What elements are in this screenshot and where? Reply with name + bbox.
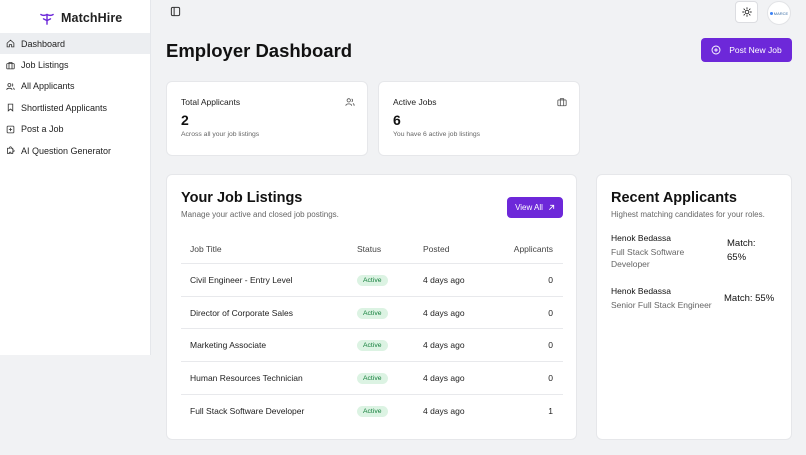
sidebar-item-label: AI Question Generator (21, 145, 112, 156)
stat-subtext: You have 6 active job listings (393, 131, 481, 138)
recent-applicants-card: Recent Applicants Highest matching candi… (596, 174, 792, 440)
briefcase-icon (6, 61, 15, 69)
applicant-item[interactable]: Henok Bedassa Full Stack Software Develo… (611, 233, 781, 270)
applicant-match: Match: 65% (727, 237, 756, 265)
posted-date: 4 days ago (423, 406, 465, 417)
table-row[interactable]: Civil Engineer - Entry Level Active 4 da… (181, 264, 563, 297)
puzzle-icon (7, 146, 15, 155)
posted-date: 4 days ago (423, 307, 465, 318)
job-listings-table: Job Title Status Posted Applicants Civil… (181, 234, 563, 427)
stat-label: Total Applicants (181, 97, 241, 107)
sidebar-item-label: Dashboard (21, 38, 66, 49)
post-new-job-label: Post New Job (729, 45, 782, 55)
sidebar-nav: Dashboard Job Listings All Applicants Sh… (0, 33, 150, 161)
status-badge: Active (357, 406, 388, 418)
applicant-name: Henok Bedassa (611, 233, 672, 243)
sidebar-item-label: Shortlisted Applicants (21, 102, 108, 113)
table-row[interactable]: Director of Corporate Sales Active 4 day… (181, 297, 563, 330)
stat-label: Active Jobs (393, 97, 437, 107)
brand-name: MatchHire (61, 10, 123, 25)
sidebar-item-label: Post a Job (21, 124, 64, 135)
job-title: Civil Engineer - Entry Level (190, 274, 293, 285)
applicant-count: 0 (548, 274, 553, 285)
view-all-button[interactable]: View All (507, 197, 563, 218)
stat-value: 2 (181, 112, 189, 128)
stat-value: 6 (393, 112, 401, 128)
job-listings-subtitle: Manage your active and closed job postin… (181, 210, 339, 219)
job-title: Human Resources Technician (190, 372, 303, 383)
column-header-applicants[interactable]: Applicants (513, 243, 553, 254)
job-title: Director of Corporate Sales (190, 307, 293, 318)
sidebar: MatchHire Dashboard Job Listings All App… (0, 0, 151, 355)
stat-subtext: Across all your job listings (181, 131, 260, 138)
avatar[interactable]: MARCE (767, 1, 791, 25)
brand-logo-icon (40, 13, 54, 25)
table-row[interactable]: Full Stack Software Developer Active 4 d… (181, 395, 563, 428)
applicant-item[interactable]: Henok Bedassa Senior Full Stack Engineer (611, 286, 781, 311)
sidebar-item-ai-question-generator[interactable]: AI Question Generator (0, 140, 150, 161)
sidebar-item-dashboard[interactable]: Dashboard (0, 33, 150, 55)
job-listings-card: Your Job Listings Manage your active and… (166, 174, 577, 440)
applicant-role: Full Stack Software Developer (611, 247, 685, 269)
job-title: Full Stack Software Developer (190, 406, 305, 417)
applicant-role: Senior Full Stack Engineer (611, 300, 712, 310)
job-listings-title: Your Job Listings (181, 190, 303, 206)
match-label: Match: (727, 238, 756, 249)
bookmark-icon (7, 104, 14, 113)
status-badge: Active (357, 307, 388, 319)
plus-circle-icon (711, 45, 721, 55)
applicant-count: 1 (548, 406, 553, 417)
sidebar-item-job-listings[interactable]: Job Listings (0, 54, 150, 75)
arrow-up-right-icon (548, 204, 555, 210)
status-badge: Active (357, 274, 388, 286)
view-all-label: View All (515, 203, 543, 212)
column-header-posted[interactable]: Posted (423, 243, 450, 254)
brand[interactable]: MatchHire (0, 0, 150, 28)
match-value: 65% (727, 252, 747, 263)
sun-icon (741, 7, 752, 17)
stat-card-active-jobs: Active Jobs 6 You have 6 active job list… (378, 81, 580, 156)
theme-toggle-button[interactable] (735, 1, 758, 23)
stat-card-total-applicants: Total Applicants 2 Across all your job l… (166, 81, 368, 156)
table-header: Job Title Status Posted Applicants (181, 234, 563, 264)
posted-date: 4 days ago (423, 372, 465, 383)
recent-applicants-subtitle: Highest matching candidates for your rol… (611, 210, 765, 219)
avatar-logo-dot (769, 11, 773, 15)
status-badge: Active (357, 340, 388, 352)
sidebar-item-shortlisted-applicants[interactable]: Shortlisted Applicants (0, 97, 150, 118)
job-title: Marketing Associate (190, 340, 267, 351)
table-row[interactable]: Marketing Associate Active 4 days ago 0 (181, 329, 563, 363)
users-icon (6, 83, 15, 90)
post-new-job-button[interactable]: Post New Job (701, 38, 792, 62)
posted-date: 4 days ago (423, 340, 465, 351)
column-header-job-title[interactable]: Job Title (190, 243, 222, 254)
applicant-count: 0 (548, 340, 553, 351)
status-badge: Active (357, 372, 388, 384)
applicant-name: Henok Bedassa (611, 286, 672, 296)
home-icon (6, 39, 15, 48)
page-title: Employer Dashboard (166, 40, 353, 61)
sidebar-item-post-a-job[interactable]: Post a Job (0, 119, 150, 140)
sidebar-toggle-icon[interactable] (170, 6, 181, 17)
plus-square-icon (6, 125, 15, 134)
applicant-count: 0 (548, 372, 553, 383)
applicant-match: Match: 55% (724, 293, 775, 304)
sidebar-item-label: All Applicants (21, 81, 75, 92)
sidebar-item-label: Job Listings (21, 60, 69, 71)
column-header-status[interactable]: Status (357, 243, 382, 254)
table-row[interactable]: Human Resources Technician Active 4 days… (181, 362, 563, 395)
applicant-count: 0 (548, 307, 553, 318)
recent-applicants-title: Recent Applicants (611, 190, 737, 206)
avatar-text: MARCE (773, 10, 789, 16)
users-icon (345, 98, 355, 106)
posted-date: 4 days ago (423, 274, 465, 285)
sidebar-item-all-applicants[interactable]: All Applicants (0, 76, 150, 97)
briefcase-icon (557, 98, 567, 107)
